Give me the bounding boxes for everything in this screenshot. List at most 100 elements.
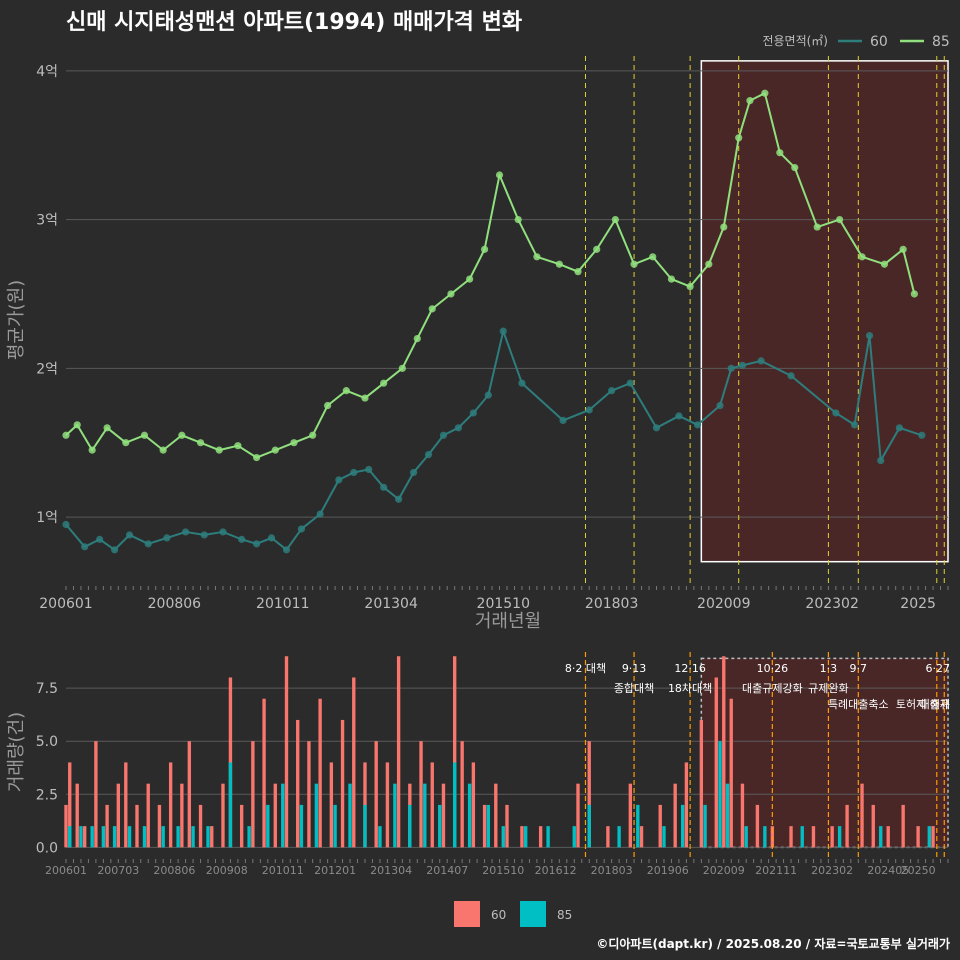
bar-85 xyxy=(438,804,442,848)
data-point-85 xyxy=(398,364,406,372)
bar-60 xyxy=(505,804,509,848)
bar-60 xyxy=(352,677,356,848)
data-point-85 xyxy=(361,394,369,402)
bar-85 xyxy=(79,826,83,848)
bar-85 xyxy=(452,762,457,848)
x-tick-label: 201304 xyxy=(370,864,412,877)
bar-60 xyxy=(307,741,311,848)
x-tick-label: 201803 xyxy=(591,864,633,877)
data-point-60 xyxy=(518,379,526,387)
bar-60 xyxy=(340,719,345,848)
bar-60 xyxy=(284,656,289,848)
bar-60 xyxy=(886,826,890,848)
data-point-85 xyxy=(196,439,205,447)
bar-60 xyxy=(830,826,834,848)
data-point-60 xyxy=(335,476,343,484)
data-point-85 xyxy=(215,446,223,454)
bar-60 xyxy=(75,783,79,848)
bar-60 xyxy=(673,783,677,848)
bar-85 xyxy=(744,826,748,848)
data-point-85 xyxy=(533,253,541,261)
data-point-60 xyxy=(850,421,859,429)
legend-label-60: 60 xyxy=(491,908,506,922)
bar-60 xyxy=(452,656,457,848)
event-date-label: 10·26 xyxy=(757,662,789,675)
data-point-60 xyxy=(267,534,276,542)
bar-85 xyxy=(348,783,352,848)
data-point-60 xyxy=(238,535,246,543)
data-point-85 xyxy=(630,260,638,268)
bar-85 xyxy=(101,826,106,848)
data-point-60 xyxy=(608,387,616,395)
data-point-85 xyxy=(574,268,582,276)
event-name-label: 종합대책 xyxy=(614,682,654,695)
bar-60 xyxy=(83,826,87,848)
bar-85 xyxy=(467,783,472,848)
event-name-label: 규제완화 xyxy=(808,682,848,695)
bar-85 xyxy=(546,826,550,848)
data-point-85 xyxy=(555,260,563,268)
x-tick-label: 201612 xyxy=(535,864,577,877)
data-point-60 xyxy=(365,465,373,474)
data-point-60 xyxy=(877,456,885,465)
bar-60 xyxy=(494,783,498,848)
legend-label-85: 85 xyxy=(932,34,950,50)
x-tick-label: 201011 xyxy=(256,596,309,612)
bar-60 xyxy=(329,762,334,848)
bar-60 xyxy=(68,762,72,848)
bar-60 xyxy=(845,804,849,848)
data-point-85 xyxy=(611,216,619,224)
data-point-60 xyxy=(626,379,634,387)
data-point-85 xyxy=(413,334,421,343)
data-point-60 xyxy=(110,546,119,554)
bar-60 xyxy=(520,826,524,848)
x-tick-label: 200703 xyxy=(97,864,139,877)
bar-60 xyxy=(124,762,128,848)
data-point-85 xyxy=(705,260,713,268)
data-point-60 xyxy=(694,421,702,429)
bar-85 xyxy=(423,783,427,848)
data-point-85 xyxy=(73,421,81,429)
bar-85 xyxy=(587,804,591,848)
bar-60 xyxy=(239,804,244,848)
x-tick-label: 200601 xyxy=(39,596,92,612)
data-point-60 xyxy=(454,424,463,432)
data-point-60 xyxy=(181,528,190,536)
x-tick-label: 201906 xyxy=(647,864,689,877)
bar-85 xyxy=(90,826,94,848)
bar-60 xyxy=(273,783,277,848)
bar-60 xyxy=(860,783,864,848)
bar-85 xyxy=(314,783,319,848)
bar-85 xyxy=(378,826,382,848)
data-point-60 xyxy=(144,540,152,548)
data-point-60 xyxy=(675,412,683,420)
bar-85 xyxy=(725,783,730,848)
y-tick-label: 5.0 xyxy=(36,734,58,750)
data-point-85 xyxy=(428,305,436,313)
bar-85 xyxy=(763,826,767,848)
legend-label-85: 85 xyxy=(557,908,572,922)
event-name-label: 18차대책 xyxy=(668,682,712,695)
data-point-60 xyxy=(282,546,291,554)
bar-85 xyxy=(837,826,842,848)
chart-title: 신매 시지태성맨션 아파트(1994) 매매가격 변화 xyxy=(66,10,523,35)
bar-85 xyxy=(486,804,490,848)
data-point-85 xyxy=(746,97,754,105)
data-point-85 xyxy=(593,245,601,253)
data-point-60 xyxy=(409,468,418,477)
y-tick-label: 1억 xyxy=(36,510,58,526)
data-point-85 xyxy=(290,439,298,447)
bar-60 xyxy=(714,677,718,848)
bar-60 xyxy=(729,698,733,848)
bar-60 xyxy=(318,698,322,848)
data-point-60 xyxy=(727,364,735,372)
legend-label-60: 60 xyxy=(870,34,888,50)
data-point-60 xyxy=(865,332,874,340)
y-tick-label: 2억 xyxy=(36,361,58,377)
bar-85 xyxy=(927,826,931,848)
bar-85 xyxy=(299,804,304,848)
y-tick-label: 3억 xyxy=(36,213,58,229)
bar-60 xyxy=(135,804,139,848)
event-date-label: 8·2 대책 xyxy=(565,662,606,675)
